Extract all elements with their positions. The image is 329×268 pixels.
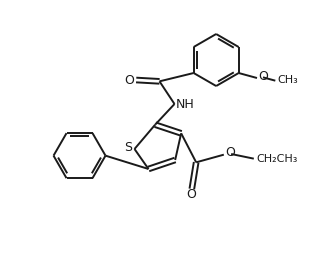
Text: CH₃: CH₃: [277, 75, 298, 85]
Text: S: S: [124, 141, 133, 154]
Text: O: O: [186, 188, 196, 202]
Text: O: O: [225, 147, 235, 159]
Text: NH: NH: [176, 98, 195, 110]
Text: O: O: [259, 70, 268, 83]
Text: CH₂CH₃: CH₂CH₃: [257, 154, 298, 164]
Text: O: O: [124, 73, 134, 87]
